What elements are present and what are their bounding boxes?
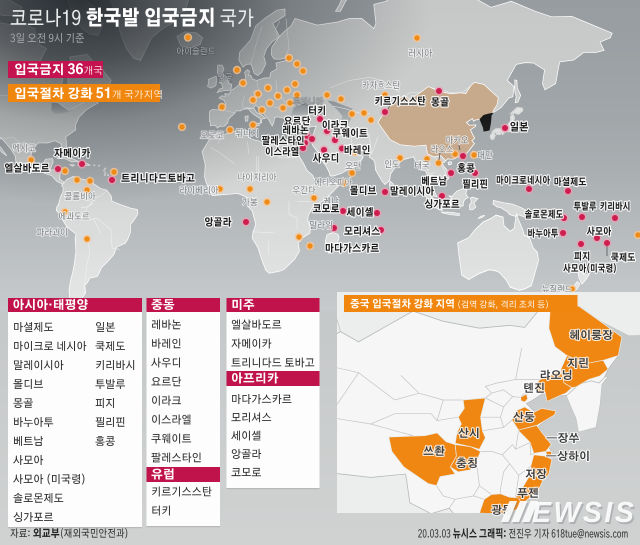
svg-text:EWSIS: EWSIS: [534, 499, 638, 531]
svg-text:EWSIS: EWSIS: [532, 497, 636, 529]
